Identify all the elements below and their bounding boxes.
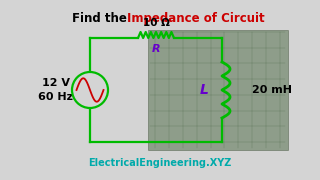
Bar [148, 30, 288, 150]
Text: Impedance of Circuit: Impedance of Circuit [127, 12, 265, 25]
Text: ElectricalEngineering.XYZ: ElectricalEngineering.XYZ [88, 158, 232, 168]
Text: 10 Ω: 10 Ω [143, 18, 169, 28]
Circle shape [72, 72, 108, 108]
Text: 20 mH: 20 mH [252, 85, 292, 95]
Text: 12 V
60 Hz: 12 V 60 Hz [38, 78, 74, 102]
Text: L: L [200, 83, 208, 97]
Text: R: R [152, 44, 160, 54]
Text: Find the: Find the [72, 12, 131, 25]
